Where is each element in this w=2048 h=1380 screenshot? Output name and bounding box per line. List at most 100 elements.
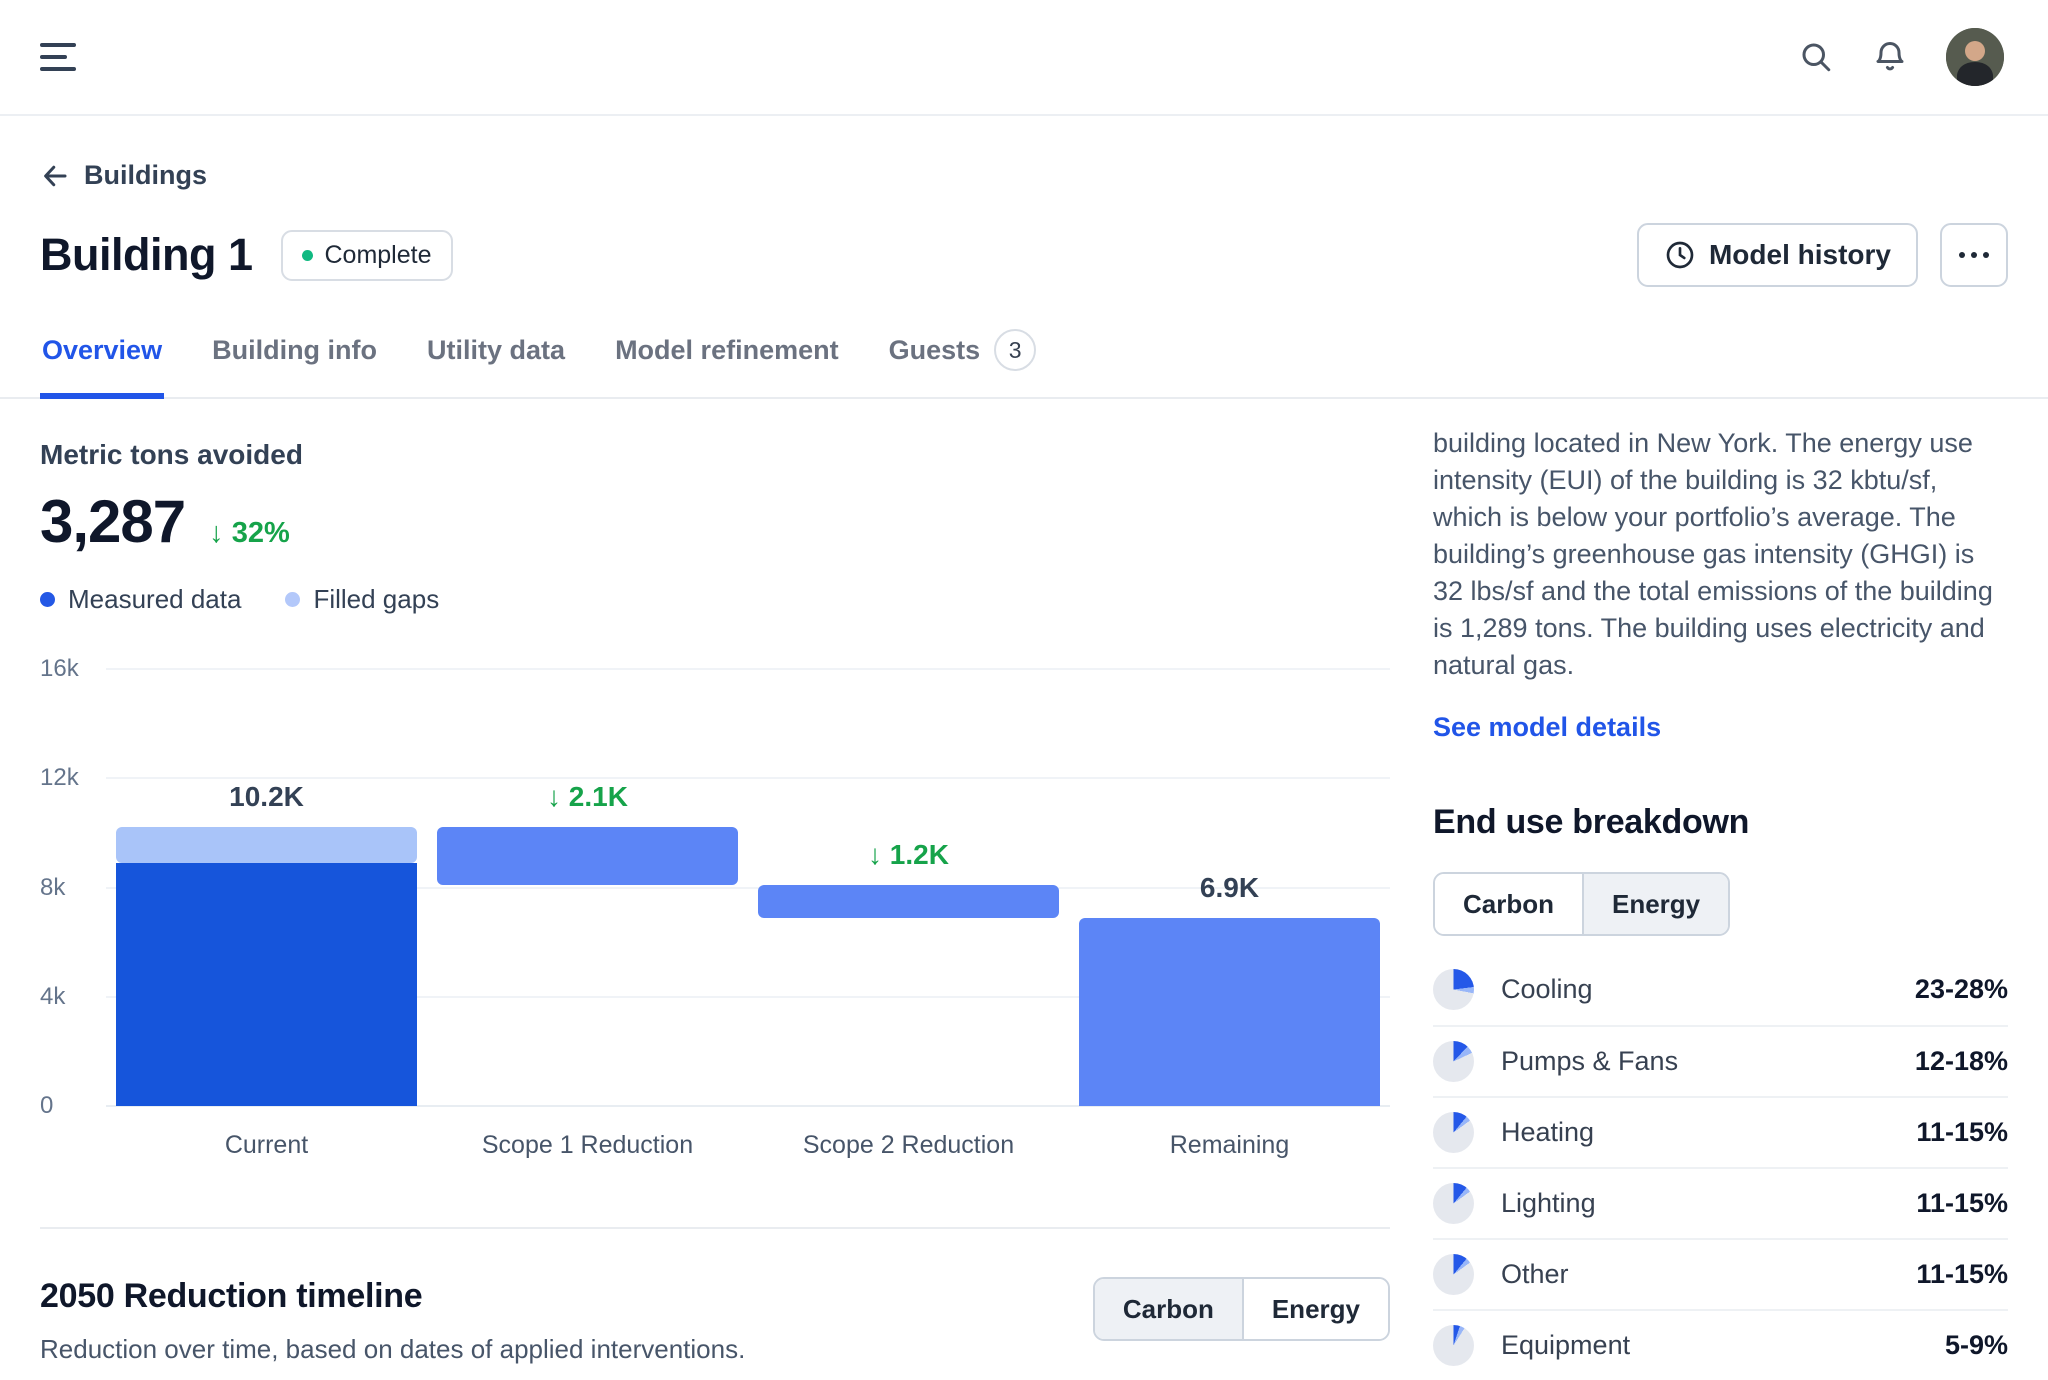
tab-label: Overview: [42, 334, 163, 365]
breadcrumb[interactable]: Buildings: [40, 160, 207, 191]
bar-value-label: 6.9K: [1199, 871, 1260, 903]
pie-chart-icon: [1433, 1183, 1474, 1224]
waterfall-bar-column: ↓ 2.1K: [432, 669, 743, 1106]
pie-chart-icon: [1433, 1112, 1474, 1153]
page-header: Building 1 Complete Model history: [40, 223, 2008, 287]
tab-overview[interactable]: Overview: [40, 323, 165, 399]
timeline-subtitle: Reduction over time, based on dates of a…: [40, 1334, 746, 1364]
end-use-row-pumps-fans: Pumps & Fans 12-18%: [1433, 1025, 2008, 1096]
avatar[interactable]: [1946, 28, 2004, 86]
section-divider: [40, 1227, 1390, 1229]
waterfall-bar-column: 10.2K: [111, 669, 422, 1106]
bar-value-label: ↓ 2.1K: [547, 781, 628, 813]
y-axis-tick-label: 4k: [40, 982, 66, 1010]
tab-guests[interactable]: Guests 3: [887, 323, 1039, 399]
end-use-row-lighting: Lighting 11-15%: [1433, 1167, 2008, 1238]
end-use-list: Cooling 23-28% Pumps & Fans 12-18% Heating 11…: [1433, 954, 2008, 1380]
top-bar: [0, 0, 2048, 116]
x-axis-category-label: Scope 2 Reduction: [802, 1131, 1015, 1159]
end-use-value: 12-18%: [1914, 1046, 2008, 1076]
bar-segment-remaining[interactable]: [1079, 917, 1380, 1106]
metric-delta: ↓ 32%: [209, 517, 290, 549]
end-use-row-equipment: Equipment 5-9%: [1433, 1309, 2008, 1380]
end-use-value: 11-15%: [1916, 1188, 2008, 1218]
end-use-title: End use breakdown: [1433, 803, 1750, 841]
building-insight-text: building located in New York. The energy…: [1433, 428, 1993, 680]
tab-building-info[interactable]: Building info: [210, 323, 379, 399]
pie-chart-icon: [1433, 969, 1474, 1010]
legend-dot-icon: [285, 592, 301, 607]
status-dot-icon: [301, 249, 313, 261]
y-axis-tick-label: 16k: [40, 655, 79, 682]
x-axis-category-label: Remaining: [1169, 1131, 1290, 1159]
y-axis-tick-label: 0: [40, 1092, 54, 1119]
model-history-button[interactable]: Model history: [1636, 223, 1918, 287]
x-axis-category-label: Current: [224, 1131, 309, 1159]
tab-label: Utility data: [427, 334, 566, 365]
search-icon[interactable]: [1794, 35, 1838, 79]
legend-label: Measured data: [68, 584, 242, 614]
waterfall-bar-column: ↓ 1.2K: [753, 669, 1064, 1106]
tab-label: Guests: [888, 334, 981, 365]
pie-chart-icon: [1433, 1041, 1474, 1082]
toggle-option-carbon[interactable]: Carbon: [1435, 874, 1582, 934]
end-use-label: Cooling: [1501, 974, 1593, 1004]
end-use-label: Other: [1501, 1259, 1569, 1289]
timeline-carbon-energy-toggle: Carbon Energy: [1092, 1277, 1390, 1341]
toggle-option-energy[interactable]: Energy: [1241, 1279, 1388, 1339]
y-axis-tick-label: 12k: [40, 764, 79, 792]
legend-label: Filled gaps: [313, 584, 440, 614]
metric-value: 3,287: [40, 488, 186, 555]
insight-panel: building located in New York. The energy…: [1433, 399, 2008, 1380]
pie-chart-icon: [1433, 1325, 1474, 1366]
tab-utility-data[interactable]: Utility data: [425, 323, 567, 399]
end-use-row-other: Other 11-15%: [1433, 1238, 2008, 1309]
status-badge-label: Complete: [324, 240, 432, 269]
back-link-label: Buildings: [84, 160, 207, 190]
x-axis-category-label: Scope 1 Reduction: [481, 1131, 694, 1159]
end-use-value: 11-15%: [1916, 1117, 2008, 1147]
toggle-option-energy[interactable]: Energy: [1582, 874, 1729, 934]
bar-segment-scope-2-reduction[interactable]: [758, 884, 1059, 918]
bar-segment-scope-1-reduction[interactable]: [437, 827, 738, 885]
gridline: [106, 668, 1390, 670]
gridline: [106, 886, 1390, 889]
menu-icon[interactable]: [40, 42, 78, 72]
bell-icon[interactable]: [1868, 35, 1912, 79]
end-use-value: 5-9%: [1944, 1330, 2008, 1360]
legend-dot-icon: [40, 592, 55, 607]
chart-legend: Measured data Filled gaps: [40, 584, 1390, 615]
tab-count-badge: 3: [994, 329, 1037, 371]
waterfall-chart: 16k 12k 8k 4k 0 10.2K ↓ 2.1K ↓ 1.2K 6.9K Curren…: [40, 655, 1390, 1181]
gridline: [106, 1105, 1390, 1107]
tab-model-refinement[interactable]: Model refinement: [613, 323, 841, 399]
see-model-details-link[interactable]: See model details: [1433, 712, 1662, 742]
overview-panel: Metric tons avoided 3,287 ↓ 32% Measured…: [40, 399, 1390, 1380]
y-axis-tick-label: 8k: [40, 873, 66, 901]
clock-icon: [1666, 241, 1694, 269]
more-options-button[interactable]: [1940, 223, 2008, 287]
bar-segment-filled-gaps[interactable]: [116, 827, 417, 863]
bar-value-label: ↓ 1.2K: [868, 838, 949, 870]
end-use-label: Heating: [1501, 1117, 1595, 1147]
tab-bar: Overview Building info Utility data Model r…: [0, 323, 2048, 399]
status-badge: Complete: [280, 229, 453, 281]
tab-label: Building info: [212, 334, 378, 365]
toggle-option-carbon[interactable]: Carbon: [1094, 1279, 1242, 1339]
page-title: Building 1: [40, 229, 253, 280]
timeline-section: 2050 Reduction timeline Reduction over t…: [40, 1277, 1390, 1365]
metric-title: Metric tons avoided: [40, 439, 303, 470]
pie-chart-icon: [1433, 1254, 1474, 1295]
arrow-left-icon: [44, 165, 67, 186]
end-use-label: Lighting: [1501, 1188, 1596, 1218]
timeline-title: 2050 Reduction timeline: [40, 1277, 423, 1315]
main-content: Metric tons avoided 3,287 ↓ 32% Measured…: [0, 399, 2048, 1380]
bar-segment-measured-data[interactable]: [116, 862, 417, 1106]
waterfall-plot: 10.2K ↓ 2.1K ↓ 1.2K 6.9K: [106, 668, 1390, 1107]
legend-item: Measured data: [40, 584, 241, 615]
end-use-row-cooling: Cooling 23-28%: [1433, 954, 2008, 1025]
end-use-label: Equipment: [1501, 1330, 1631, 1360]
tab-label: Model refinement: [615, 334, 839, 365]
end-use-row-heating: Heating 11-15%: [1433, 1096, 2008, 1167]
